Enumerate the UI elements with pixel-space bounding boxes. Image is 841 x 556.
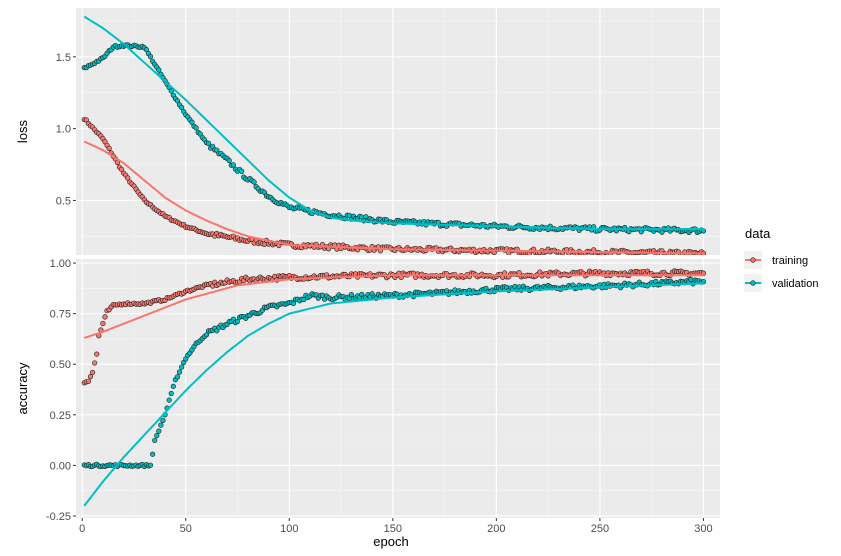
training-point <box>87 374 94 380</box>
legend-item-validation: validation <box>744 274 818 292</box>
x-tick-label: 150 <box>384 523 402 535</box>
validation-point <box>143 46 150 53</box>
y-tick-label: 1.0 <box>56 124 71 136</box>
x-tick-label: 250 <box>591 523 609 535</box>
training-point <box>89 369 96 376</box>
legend-title: data <box>745 226 771 241</box>
legend-label: training <box>772 255 808 267</box>
y-tick-label: 1.5 <box>56 52 71 64</box>
training-point <box>92 360 98 366</box>
y-tick-label: -0.25 <box>46 511 71 523</box>
validation-point <box>168 390 174 397</box>
training-point <box>125 175 131 181</box>
validation-point <box>168 88 174 94</box>
loss-panel: 0.5 1.0 1.5 loss <box>15 8 720 255</box>
legend-point <box>750 257 756 263</box>
validation-point <box>166 397 172 403</box>
training-trend-line <box>83 274 704 339</box>
panel-background <box>76 259 720 518</box>
validation-point <box>147 462 154 468</box>
validation-point <box>179 364 185 370</box>
validation-trend-line <box>83 282 704 507</box>
training-point <box>85 378 92 384</box>
training-point <box>94 351 100 357</box>
validation-point <box>147 54 154 60</box>
x-axis-title: epoch <box>373 534 408 549</box>
validation-point <box>205 140 212 146</box>
validation-point <box>150 451 156 457</box>
validation-point <box>239 168 245 174</box>
validation-point <box>290 300 297 307</box>
legend-point <box>750 280 756 286</box>
y-axis-title: accuracy <box>15 362 30 415</box>
legend-label: validation <box>772 278 818 290</box>
validation-point <box>170 383 176 389</box>
legend-item-training: training <box>744 251 808 269</box>
validation-point <box>203 332 210 338</box>
validation-point <box>226 157 232 164</box>
training-trend-line <box>83 140 704 255</box>
y-tick-label: 0.50 <box>50 359 71 371</box>
legend: data training validation <box>744 226 818 292</box>
x-tick-label: 50 <box>180 523 192 535</box>
validation-point <box>189 119 195 125</box>
validation-point <box>230 162 236 168</box>
validation-point <box>174 374 181 380</box>
validation-point <box>193 125 199 131</box>
x-tick-label: 0 <box>79 523 85 535</box>
validation-point <box>301 296 307 303</box>
validation-point <box>174 98 181 104</box>
training-point <box>100 320 106 327</box>
training-point <box>106 145 112 151</box>
validation-point <box>156 67 162 73</box>
x-axis: 0 50 100 150 200 250 300 <box>79 518 713 535</box>
validation-point <box>348 292 355 298</box>
validation-trend-line <box>83 15 704 231</box>
validation-point <box>154 432 160 439</box>
validation-point <box>158 422 164 428</box>
y-tick-label: 0.00 <box>50 460 71 472</box>
accuracy-panel: -0.25 0.00 0.25 0.50 0.75 1.00 accuracy <box>15 258 720 523</box>
training-point <box>102 314 108 320</box>
panel-background <box>76 8 720 255</box>
y-tick-label: 0.5 <box>56 195 71 207</box>
y-tick-label: 1.00 <box>50 258 71 270</box>
validation-point <box>160 417 166 423</box>
x-tick-label: 100 <box>280 523 298 535</box>
y-axis-title: loss <box>15 119 30 143</box>
validation-point <box>234 318 241 325</box>
validation-point <box>176 369 183 375</box>
y-tick-label: 0.75 <box>50 309 71 321</box>
x-tick-label: 200 <box>487 523 505 535</box>
x-tick-label: 300 <box>694 523 712 535</box>
validation-point <box>251 179 257 185</box>
y-tick-label: 0.25 <box>50 410 71 422</box>
validation-point <box>179 104 185 111</box>
validation-point <box>156 428 162 434</box>
validation-point <box>152 437 158 443</box>
